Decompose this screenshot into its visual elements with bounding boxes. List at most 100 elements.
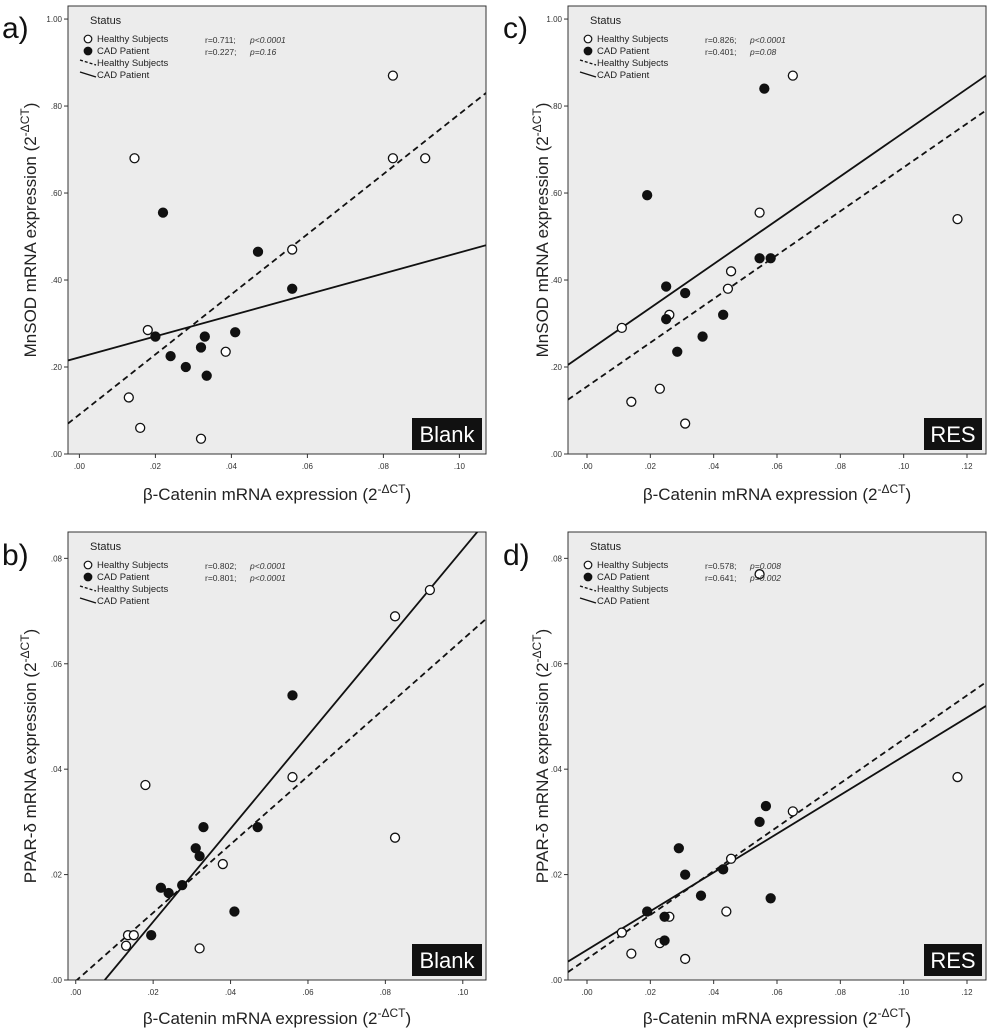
fit-line-cad [568, 705, 986, 963]
stat-cad-r: r=0.801; [205, 573, 236, 583]
x-axis-label-exponent: -ΔCT [377, 1006, 406, 1020]
data-point-healthy [135, 422, 146, 434]
x-tick-label: .08 [835, 462, 847, 471]
data-point-cad [165, 350, 176, 362]
legend-entry: CAD Patient [597, 596, 650, 607]
y-tick-label: .06 [51, 660, 63, 669]
data-point-healthy [123, 392, 134, 403]
legend-title: Status [590, 15, 622, 27]
stat-cad-r: r=0.227; [205, 47, 236, 57]
y-axis-label: PPAR-δ mRNA expression (2-ΔCT) [18, 629, 40, 883]
y-tick-label: .00 [51, 450, 63, 459]
plot-area [67, 531, 487, 981]
data-point-cad [157, 207, 169, 218]
data-point-healthy [725, 853, 737, 864]
data-point-healthy [722, 283, 734, 294]
x-tick-label: .04 [708, 462, 720, 471]
legend-line-cad [579, 71, 597, 78]
fit-line-healthy [568, 109, 986, 401]
data-point-cad [180, 361, 191, 373]
y-tick-label: .40 [551, 276, 563, 285]
x-tick-label: .12 [961, 462, 973, 471]
plot-area [567, 531, 987, 981]
x-tick-label: .10 [457, 988, 469, 997]
data-point-cad [642, 190, 653, 201]
legend-marker-healthy [83, 34, 93, 44]
x-tick-label: .06 [771, 462, 783, 471]
stat-cad-p: p=0.08 [749, 47, 777, 57]
legend-entry: CAD Patient [597, 70, 650, 81]
data-point-healthy [389, 611, 401, 622]
x-tick-label: .04 [225, 988, 237, 997]
x-axis-label-exponent: -ΔCT [877, 1006, 906, 1020]
data-point-healthy [654, 383, 665, 394]
data-point-cad [195, 342, 207, 353]
y-tick-label: .40 [51, 276, 63, 285]
y-tick-label: .08 [551, 554, 563, 563]
legend-entry: CAD Patient [597, 46, 650, 57]
data-point-cad [754, 816, 765, 828]
y-axis-label: PPAR-δ mRNA expression (2-ΔCT) [530, 629, 552, 883]
x-tick-label: .02 [645, 462, 657, 471]
data-point-healthy [754, 569, 765, 580]
stat-healthy-r: r=0.711; [205, 35, 236, 45]
stat-healthy-p: p<0.0001 [249, 561, 286, 571]
data-point-cad [163, 887, 174, 899]
y-tick-label: 1.00 [546, 15, 562, 24]
y-tick-label: .80 [551, 102, 563, 111]
legend-line-healthy [579, 585, 597, 592]
y-tick-label: .00 [551, 450, 563, 459]
data-point-healthy [387, 70, 399, 81]
x-tick-label: .06 [302, 462, 314, 471]
data-point-healthy [194, 943, 205, 954]
y-axis-label-exponent: -ΔCT [18, 634, 32, 663]
data-point-cad [287, 690, 298, 701]
legend-entry: CAD Patient [597, 572, 650, 583]
y-tick-label: .08 [51, 554, 63, 563]
data-point-healthy [195, 433, 207, 444]
data-point-cad [201, 370, 212, 381]
data-point-cad [198, 822, 209, 833]
y-tick-label: .04 [51, 765, 63, 774]
x-tick-label: .06 [302, 988, 314, 997]
legend-entry: CAD Patient [97, 70, 150, 81]
x-axis-label: β-Catenin mRNA expression (2-ΔCT) [643, 1006, 911, 1028]
x-axis-label-exponent: -ΔCT [877, 482, 906, 496]
x-axis-label: β-Catenin mRNA expression (2-ΔCT) [143, 1006, 411, 1028]
y-tick-label: 1.00 [46, 15, 62, 24]
data-point-healthy [140, 779, 151, 791]
data-point-healthy [142, 324, 153, 336]
y-tick-label: .60 [551, 189, 563, 198]
data-point-cad [287, 283, 298, 294]
x-tick-label: .08 [380, 988, 392, 997]
condition-badge-label: RES [930, 948, 975, 973]
y-tick-label: .06 [551, 660, 563, 669]
data-point-cad [754, 253, 765, 264]
data-point-healthy [787, 70, 798, 81]
data-point-healthy [952, 771, 963, 783]
legend-entry: Healthy Subjects [97, 58, 169, 69]
x-tick-label: .04 [226, 462, 238, 471]
panel-label: b) [2, 539, 29, 572]
data-point-healthy [220, 346, 231, 357]
legend-entry: CAD Patient [97, 596, 150, 607]
condition-badge [924, 418, 982, 450]
data-point-healthy [616, 927, 627, 938]
fit-line-healthy [568, 681, 986, 973]
panel-label: a) [2, 12, 29, 45]
data-point-cad [190, 843, 201, 854]
legend-marker-cad [83, 572, 93, 582]
x-tick-label: .04 [708, 988, 720, 997]
data-point-cad [155, 882, 167, 893]
fit-line-healthy [68, 92, 486, 425]
panel-d: d) .00 .02 .04 .06 .08 .10 .12 .00 .02 .04 .06 .08 β-… [503, 531, 987, 1028]
data-point-healthy [787, 806, 798, 817]
legend-entry: CAD Patient [97, 46, 150, 57]
y-axis-label-exponent: -ΔCT [530, 634, 544, 663]
data-point-healthy [721, 906, 732, 917]
legend-entry: CAD Patient [97, 572, 150, 583]
data-point-cad [229, 906, 240, 917]
x-tick-label: .02 [148, 988, 160, 997]
x-tick-label: .06 [771, 988, 783, 997]
legend-entry: Healthy Subjects [597, 34, 669, 45]
